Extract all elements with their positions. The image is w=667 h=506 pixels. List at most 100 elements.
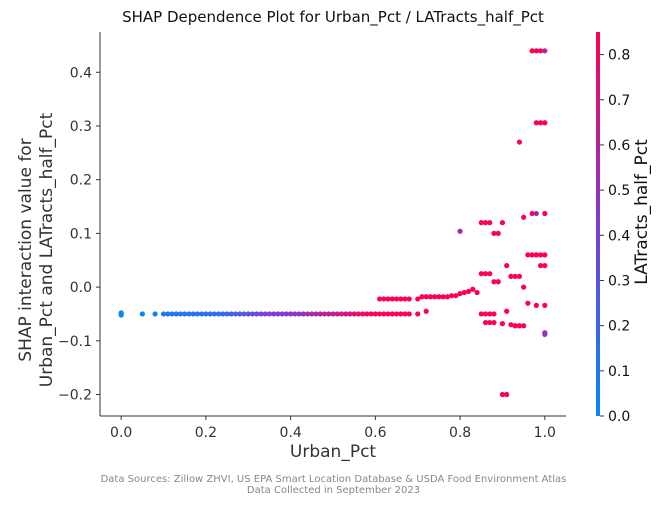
y-axis-label-line-2: Urban_Pct and LATracts_half_Pct <box>37 112 57 388</box>
scatter-point <box>478 220 484 226</box>
scatter-point <box>139 311 145 317</box>
scatter-point <box>542 48 548 54</box>
y-tick-label: 0.2 <box>70 173 92 189</box>
scatter-point <box>512 323 518 329</box>
scatter-point <box>182 311 188 317</box>
scatter-point <box>355 311 362 317</box>
scatter-point <box>283 311 289 317</box>
scatter-point <box>508 273 514 279</box>
scatter-point <box>203 311 209 317</box>
scatter-point <box>347 311 353 317</box>
y-axis-ticks: −0.2 −0.1 0.0 0.1 0.2 0.3 0.4 <box>58 65 100 404</box>
scatter-point <box>529 210 535 217</box>
scatter-point <box>402 311 408 317</box>
scatter-point <box>482 311 489 317</box>
colorbar-tick-label: 0.7 <box>608 93 630 109</box>
colorbar-tick-label: 0.1 <box>608 364 630 380</box>
chart-title: SHAP Dependence Plot for Urban_Pct / LAT… <box>122 8 544 26</box>
scatter-point <box>326 311 332 317</box>
scatter-point <box>241 311 247 317</box>
colorbar-tick-label: 0.4 <box>608 228 630 244</box>
x-axis-label: Urban_Pct <box>289 442 377 462</box>
scatter-point <box>529 48 535 54</box>
scatter-point <box>487 271 493 277</box>
scatter-point <box>266 311 273 317</box>
scatter-point <box>478 271 484 277</box>
scatter-point <box>292 311 298 317</box>
scatter-point <box>389 311 395 317</box>
colorbar-tick-label: 0.6 <box>608 138 630 154</box>
x-tick-label: 0.6 <box>364 425 386 441</box>
scatter-point <box>525 252 531 258</box>
scatter-point <box>449 293 455 299</box>
scatter-point <box>173 311 179 317</box>
scatter-point <box>381 296 387 302</box>
scatter-point <box>482 220 489 226</box>
scatter-point <box>377 296 383 302</box>
scatter-point <box>542 252 548 258</box>
scatter-point <box>542 263 548 269</box>
scatter-point <box>228 311 234 317</box>
colorbar-label-text: LATracts_half_Pct <box>632 139 652 285</box>
scatter-point <box>406 296 412 302</box>
scatter-point <box>495 279 501 285</box>
scatter-point <box>453 293 459 299</box>
footer-line-2: Data Collected in September 2023 <box>246 485 421 496</box>
scatter-point <box>508 322 514 328</box>
colorbar-tick-label: 0.5 <box>608 183 630 199</box>
scatter-point <box>152 311 158 317</box>
scatter-point <box>427 294 434 300</box>
scatter-point <box>309 311 315 317</box>
scatter-point <box>207 311 213 317</box>
x-tick-label: 0.4 <box>280 425 302 441</box>
scatter-point <box>271 311 277 317</box>
scatter-point <box>491 319 497 326</box>
scatter-point <box>300 311 306 317</box>
scatter-points <box>118 48 548 398</box>
colorbar-label: LATracts_half_Pct <box>622 70 662 350</box>
scatter-point <box>321 311 328 317</box>
scatter-point <box>529 252 535 258</box>
scatter-point <box>499 220 506 226</box>
scatter-point <box>313 311 319 317</box>
scatter-point <box>220 311 226 317</box>
scatter-point <box>440 294 446 300</box>
scatter-point <box>533 252 539 258</box>
colorbar <box>596 32 600 416</box>
colorbar-tick-label: 0.2 <box>608 319 630 335</box>
scatter-point <box>457 228 463 234</box>
scatter-point <box>457 290 463 297</box>
y-axis-label: SHAP interaction value for Urban_Pct and… <box>2 113 72 387</box>
scatter-point <box>211 311 217 317</box>
scatter-point <box>542 331 548 337</box>
y-tick-label: 0.4 <box>70 65 92 81</box>
colorbar-tick-label: 0.0 <box>608 409 630 425</box>
scatter-point <box>521 323 527 329</box>
scatter-point <box>199 311 205 317</box>
scatter-point <box>343 311 349 317</box>
scatter-point <box>419 294 425 300</box>
scatter-point <box>169 311 175 317</box>
scatter-point <box>525 300 531 306</box>
scatter-point <box>542 210 548 217</box>
scatter-point <box>317 311 323 317</box>
footer-line-1: Data Sources: Zillow ZHVI, US EPA Smart … <box>100 474 567 485</box>
scatter-point <box>537 48 544 54</box>
x-tick-label: 0.8 <box>449 425 471 441</box>
scatter-point <box>444 294 450 300</box>
x-axis-ticks: 0.0 0.2 0.4 0.6 0.8 1.0 <box>110 416 556 441</box>
scatter-point <box>262 311 268 317</box>
scatter-point <box>533 48 539 54</box>
scatter-point <box>482 271 489 277</box>
scatter-point <box>398 311 404 317</box>
scatter-point <box>393 311 400 317</box>
scatter-point <box>275 311 281 317</box>
scatter-point <box>360 311 366 317</box>
scatter-point <box>542 302 548 308</box>
scatter-point <box>334 311 340 317</box>
scatter-point <box>393 296 400 302</box>
scatter-point <box>190 311 196 317</box>
scatter-point <box>415 311 421 317</box>
scatter-point <box>381 311 387 317</box>
